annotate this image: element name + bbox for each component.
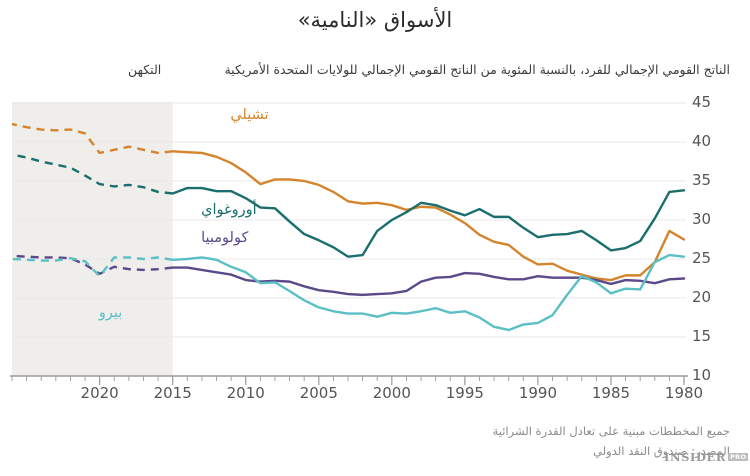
x-axis-tick-label: 1985 [591, 384, 631, 402]
series-label-2: أوروغواي [201, 202, 257, 219]
x-axis-tick-label: 1990 [518, 384, 557, 402]
series-line-1 [171, 150, 686, 282]
y-axis-tick-label: 15 [692, 327, 712, 345]
y-axis-tick-label: 25 [692, 249, 712, 267]
insider-pro-logo: INSIDER PRO [664, 450, 749, 464]
x-axis-tick-label: 2010 [226, 384, 265, 402]
series-forecast-line-2 [11, 153, 173, 195]
logo-wordmark: INSIDER [664, 450, 727, 464]
forecast-band [12, 102, 173, 376]
y-axis-tick-label: 40 [692, 132, 712, 150]
x-axis-tick-label: 1995 [445, 384, 484, 402]
x-axis-tick-label: 1980 [664, 384, 704, 402]
y-axis-tick-label: 20 [692, 288, 712, 306]
x-axis-tick-label: 2020 [80, 384, 119, 402]
series-forecast-line-1 [11, 122, 173, 155]
x-axis-tick-label: 2015 [153, 384, 192, 402]
y-axis-tick-label: 30 [692, 210, 712, 228]
x-axis-tick-label: 2000 [372, 384, 411, 402]
series-label-1: تشيلي [230, 107, 269, 124]
series-line-4 [171, 253, 686, 332]
x-axis-tick-label: 2005 [299, 384, 338, 402]
page-title: الأسواق «النامية» [297, 8, 453, 32]
footnote-methodology: جميع المخططات مبنية على تعادل القدرة الش… [492, 424, 730, 438]
logo-pro-badge: PRO [728, 452, 749, 462]
footnote-source: المصدر: صندوق النقد الدولي [593, 444, 730, 458]
series-line-2 [171, 186, 686, 258]
series-label-4: بيرو [98, 305, 123, 322]
y-axis-tick-label: 10 [692, 366, 712, 384]
forecast-band-label: التكهن [128, 62, 162, 77]
chart-subtitle: الناتج القومي الإجمالي للفرد، بالنسبة ال… [224, 62, 730, 77]
y-axis-tick-label: 45 [692, 93, 712, 111]
series-label-3: كولومبيا [201, 230, 249, 247]
y-axis-tick-label: 35 [692, 171, 712, 189]
